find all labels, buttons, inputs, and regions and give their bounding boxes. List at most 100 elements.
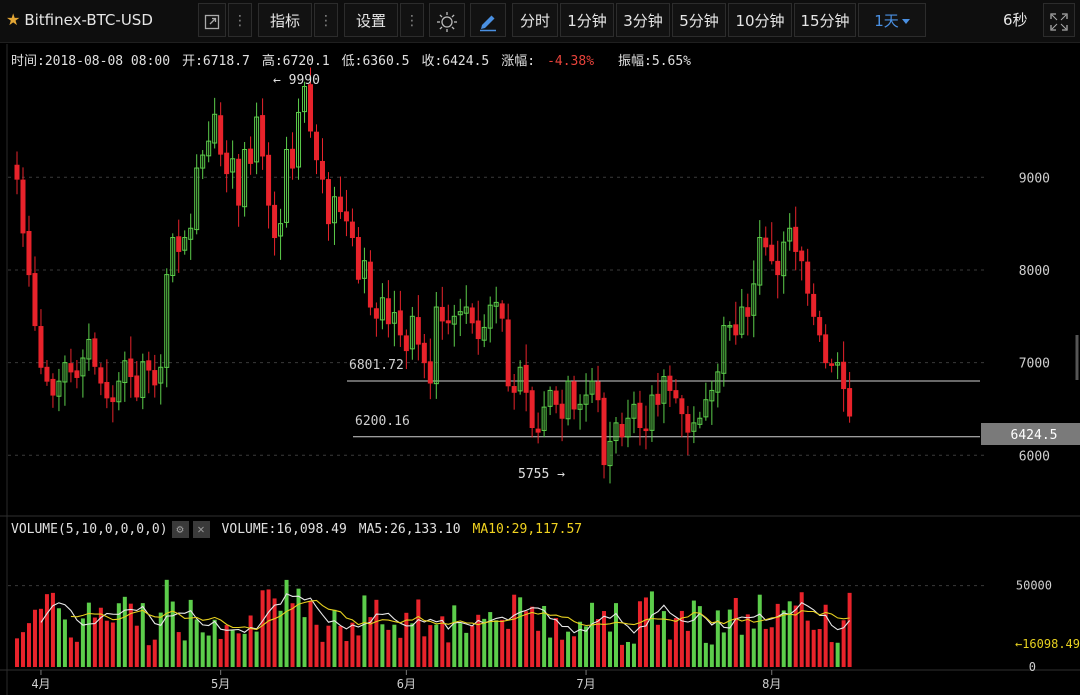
volume-bar: [236, 633, 241, 667]
volume-bar: [170, 601, 175, 667]
volume-bar: [649, 591, 654, 667]
candle-body: [799, 250, 805, 262]
candle-body: [817, 317, 823, 336]
interval-button[interactable]: 15分钟: [794, 3, 856, 37]
candle-body: [439, 306, 445, 322]
theme-toggle-button[interactable]: [429, 3, 465, 37]
candle-body: [260, 115, 266, 157]
candle-body: [409, 315, 415, 350]
symbol-selector[interactable]: ★ Bitfinex-BTC-USD: [6, 3, 153, 37]
volume-bar: [596, 619, 601, 667]
volume-bar: [164, 579, 169, 667]
candle-body: [745, 307, 751, 317]
volume-bar: [80, 618, 85, 667]
candle-body: [146, 360, 152, 371]
price-tick-label: 7000: [1019, 357, 1050, 372]
candle-body: [655, 393, 661, 405]
volume-value: VOLUME:16,098.49: [221, 522, 347, 537]
volume-bar: [673, 618, 678, 667]
volume-bar: [625, 641, 630, 667]
volume-bar: [266, 589, 271, 667]
volume-bar: [482, 618, 487, 667]
candle-body: [266, 154, 272, 206]
indicators-menu-button[interactable]: ⋮: [314, 3, 338, 37]
candle-body: [86, 338, 92, 360]
volume-bar: [685, 630, 690, 667]
settings-button[interactable]: 设置: [344, 3, 398, 37]
candle-body: [709, 389, 715, 402]
volume-bar: [158, 612, 163, 667]
fullscreen-button[interactable]: [1043, 3, 1075, 37]
volume-bar: [739, 634, 744, 667]
candle-body: [236, 158, 242, 206]
level-label: 6801.72: [349, 358, 404, 373]
favorite-star-icon[interactable]: ★: [6, 10, 21, 29]
info-open: 开:6718.7: [182, 54, 250, 69]
volume-bar: [452, 605, 457, 667]
candle-body: [577, 403, 583, 410]
candle-body: [583, 394, 589, 405]
settings-menu-button[interactable]: ⋮: [400, 3, 424, 37]
candle-body: [607, 440, 613, 467]
draw-tool-button[interactable]: [470, 3, 506, 37]
high-price-label: ← 9990: [273, 73, 320, 88]
volume-bar: [679, 610, 684, 667]
toolbar: ★ Bitfinex-BTC-USD ⋮ 指标 ⋮ 设置 ⋮ 分时 1分钟 3分钟…: [0, 0, 1080, 43]
symbol-menu-button[interactable]: ⋮: [228, 3, 252, 37]
candle-body: [176, 236, 182, 252]
interval-button[interactable]: 分时: [512, 3, 558, 37]
volume-bar: [338, 625, 343, 667]
candle-body: [50, 378, 56, 396]
popout-button[interactable]: [198, 3, 226, 37]
volume-bar: [757, 594, 762, 667]
candle-body: [379, 297, 385, 321]
info-change: 涨幅: -4.38%: [501, 54, 606, 69]
info-close: 收:6424.5: [421, 54, 490, 69]
volume-bar: [404, 612, 409, 667]
candle-body: [847, 388, 853, 417]
volume-bar: [398, 637, 403, 667]
volume-settings-button[interactable]: ⚙: [171, 521, 189, 538]
candle-body: [763, 237, 769, 248]
volume-bar: [212, 619, 217, 667]
info-time: 时间:2018-08-08 08:00: [11, 54, 171, 69]
volume-bar: [296, 588, 301, 667]
candle-body: [787, 227, 793, 242]
volume-bar: [272, 598, 277, 667]
volume-bar: [470, 625, 475, 667]
time-tick-label: 6月: [397, 677, 416, 691]
candle-body: [427, 361, 433, 384]
info-low: 低:6360.5: [341, 54, 410, 69]
info-change-value: -4.38%: [547, 54, 595, 69]
volume-bar: [302, 617, 307, 667]
volume-bar: [38, 608, 43, 667]
candle-body: [637, 402, 643, 429]
volume-bar: [733, 597, 738, 667]
candle-body: [182, 237, 188, 251]
volume-bar: [254, 631, 259, 667]
volume-bar: [727, 609, 732, 667]
volume-bar: [554, 618, 559, 667]
candle-body: [595, 381, 601, 401]
volume-bar: [182, 640, 187, 667]
volume-bar: [464, 632, 469, 667]
interval-dropdown[interactable]: 1天: [858, 3, 926, 37]
interval-button[interactable]: 1分钟: [560, 3, 614, 37]
volume-bar: [787, 601, 792, 667]
volume-bar: [572, 636, 577, 667]
candle-body: [661, 376, 667, 404]
interval-button[interactable]: 3分钟: [616, 3, 670, 37]
volume-bar: [781, 610, 786, 667]
indicators-button[interactable]: 指标: [258, 3, 312, 37]
volume-bar: [15, 638, 19, 667]
volume-bar: [643, 597, 648, 667]
interval-button[interactable]: 5分钟: [672, 3, 726, 37]
interval-button[interactable]: 10分钟: [728, 3, 792, 37]
volume-bar: [74, 641, 79, 667]
volume-bar: [655, 624, 660, 667]
volume-bar: [703, 642, 708, 667]
volume-bar: [92, 617, 97, 667]
volume-bar: [584, 626, 589, 667]
volume-close-button[interactable]: ✕: [192, 521, 210, 538]
